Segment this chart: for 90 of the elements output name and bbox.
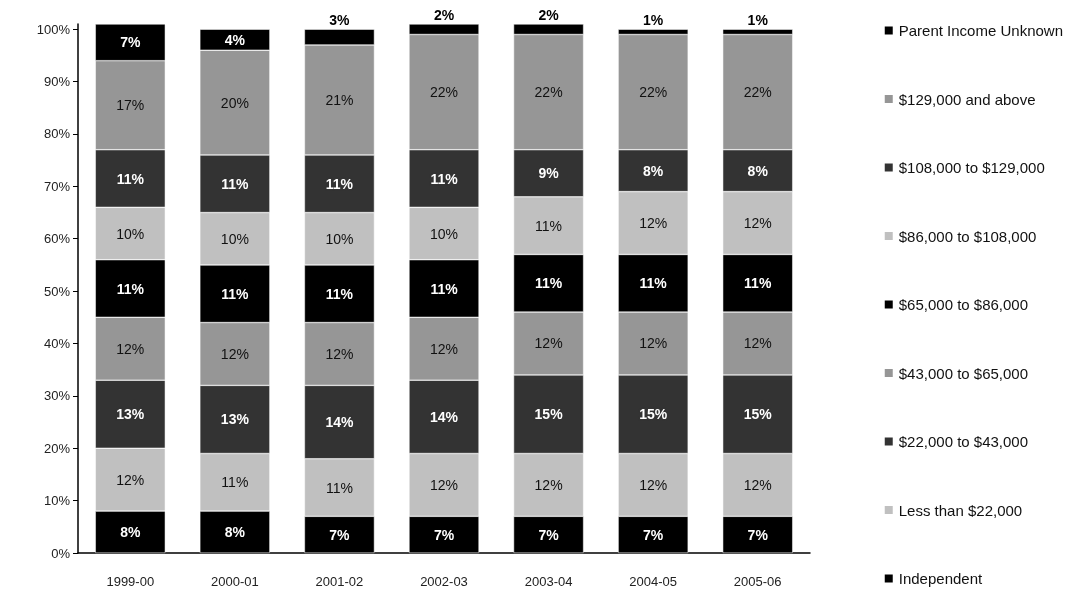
data-label: 14% <box>325 414 354 431</box>
data-label: 22% <box>743 84 772 101</box>
data-label: 2% <box>538 7 560 23</box>
data-label: 20% <box>220 94 249 111</box>
data-label: 11% <box>744 275 772 292</box>
data-label: 8% <box>120 524 141 541</box>
legend-label: $108,000 to $129,000 <box>898 159 1045 176</box>
y-tick-label: 60% <box>43 231 71 247</box>
data-label: 4% <box>224 31 246 48</box>
data-label: 12% <box>534 335 563 352</box>
y-tick-label: 80% <box>43 126 71 142</box>
x-tick-label: 2004-05 <box>629 574 677 589</box>
legend-label: Less than $22,000 <box>898 501 1023 519</box>
y-tick-label: 50% <box>43 283 71 299</box>
data-label: 7% <box>433 526 455 543</box>
data-label: 12% <box>116 471 145 488</box>
data-label: 11% <box>221 285 250 302</box>
data-label: 17% <box>116 97 145 114</box>
data-label: 12% <box>639 335 668 352</box>
y-tick-label: 20% <box>43 440 71 456</box>
data-label: 7% <box>643 526 664 543</box>
data-label: 12% <box>429 340 459 357</box>
data-label: 10% <box>220 230 249 247</box>
data-label: 8% <box>643 162 664 179</box>
data-label: 8% <box>224 524 246 541</box>
y-tick-label: 0% <box>51 545 71 561</box>
data-label: 11% <box>534 275 563 292</box>
data-label: 13% <box>116 406 145 423</box>
legend-label: $22,000 to $43,000 <box>898 433 1029 450</box>
x-tick-label: 2001-02 <box>315 574 364 589</box>
data-label: 12% <box>639 215 668 232</box>
data-label: 7% <box>538 526 560 543</box>
x-tick-label: 2003-04 <box>524 574 573 589</box>
y-tick-label: 30% <box>43 388 71 404</box>
data-label: 12% <box>325 345 354 362</box>
data-label: 10% <box>429 225 459 242</box>
data-label: 12% <box>220 345 249 362</box>
data-label: 8% <box>747 162 769 179</box>
data-label: 11% <box>430 170 459 187</box>
data-label: 21% <box>325 91 354 108</box>
data-label: 12% <box>743 215 772 232</box>
legend-label: $129,000 and above <box>898 90 1036 108</box>
y-tick-label: 90% <box>43 74 71 90</box>
data-label: 12% <box>534 476 563 493</box>
data-label: 11% <box>535 217 563 234</box>
data-label: 11% <box>325 479 353 496</box>
data-label: 12% <box>743 335 772 352</box>
x-tick-label: 1999-00 <box>106 574 155 589</box>
data-label: 22% <box>534 84 563 101</box>
data-label: 10% <box>325 230 354 247</box>
y-tick-label: 70% <box>43 178 71 194</box>
data-label: 11% <box>221 474 249 491</box>
legend-label: Parent Income Unknown <box>898 22 1064 39</box>
data-label: 7% <box>747 526 769 543</box>
data-label: 12% <box>743 476 772 493</box>
data-label: 11% <box>639 275 668 292</box>
x-tick-label: 2005-06 <box>733 574 782 589</box>
x-tick-label: 2002-03 <box>420 574 468 589</box>
data-label: 1% <box>643 12 664 29</box>
data-label: 15% <box>743 406 773 423</box>
y-tick-label: 40% <box>43 335 71 351</box>
data-label: 12% <box>639 476 668 493</box>
data-label: 13% <box>220 411 250 428</box>
data-label: 7% <box>120 34 141 51</box>
data-label: 14% <box>429 408 459 425</box>
data-label: 2% <box>433 7 455 23</box>
x-tick-label: 2000-01 <box>211 574 259 589</box>
data-label: 11% <box>221 175 250 192</box>
data-label: 22% <box>429 84 459 101</box>
data-label: 7% <box>329 526 351 543</box>
data-label: 11% <box>325 285 354 302</box>
data-label: 11% <box>116 170 145 187</box>
data-label: 1% <box>747 12 769 29</box>
legend-label: $86,000 to $108,000 <box>898 227 1037 245</box>
data-label: 10% <box>116 225 145 242</box>
data-label: 11% <box>116 280 145 297</box>
data-label: 12% <box>116 340 145 357</box>
data-label: 3% <box>329 12 351 29</box>
data-label: 22% <box>639 84 668 101</box>
data-label: 9% <box>538 165 560 182</box>
data-label: 12% <box>429 476 459 493</box>
data-label: 15% <box>639 406 668 423</box>
data-label: 11% <box>325 175 354 192</box>
legend-label: Independent <box>898 570 983 587</box>
legend-label: $43,000 to $65,000 <box>898 364 1029 382</box>
data-label: 15% <box>534 406 564 423</box>
y-tick-label: 10% <box>43 493 71 509</box>
legend-label: $65,000 to $86,000 <box>898 296 1029 313</box>
data-label: 11% <box>430 280 459 297</box>
y-tick-label: 100% <box>36 21 71 37</box>
